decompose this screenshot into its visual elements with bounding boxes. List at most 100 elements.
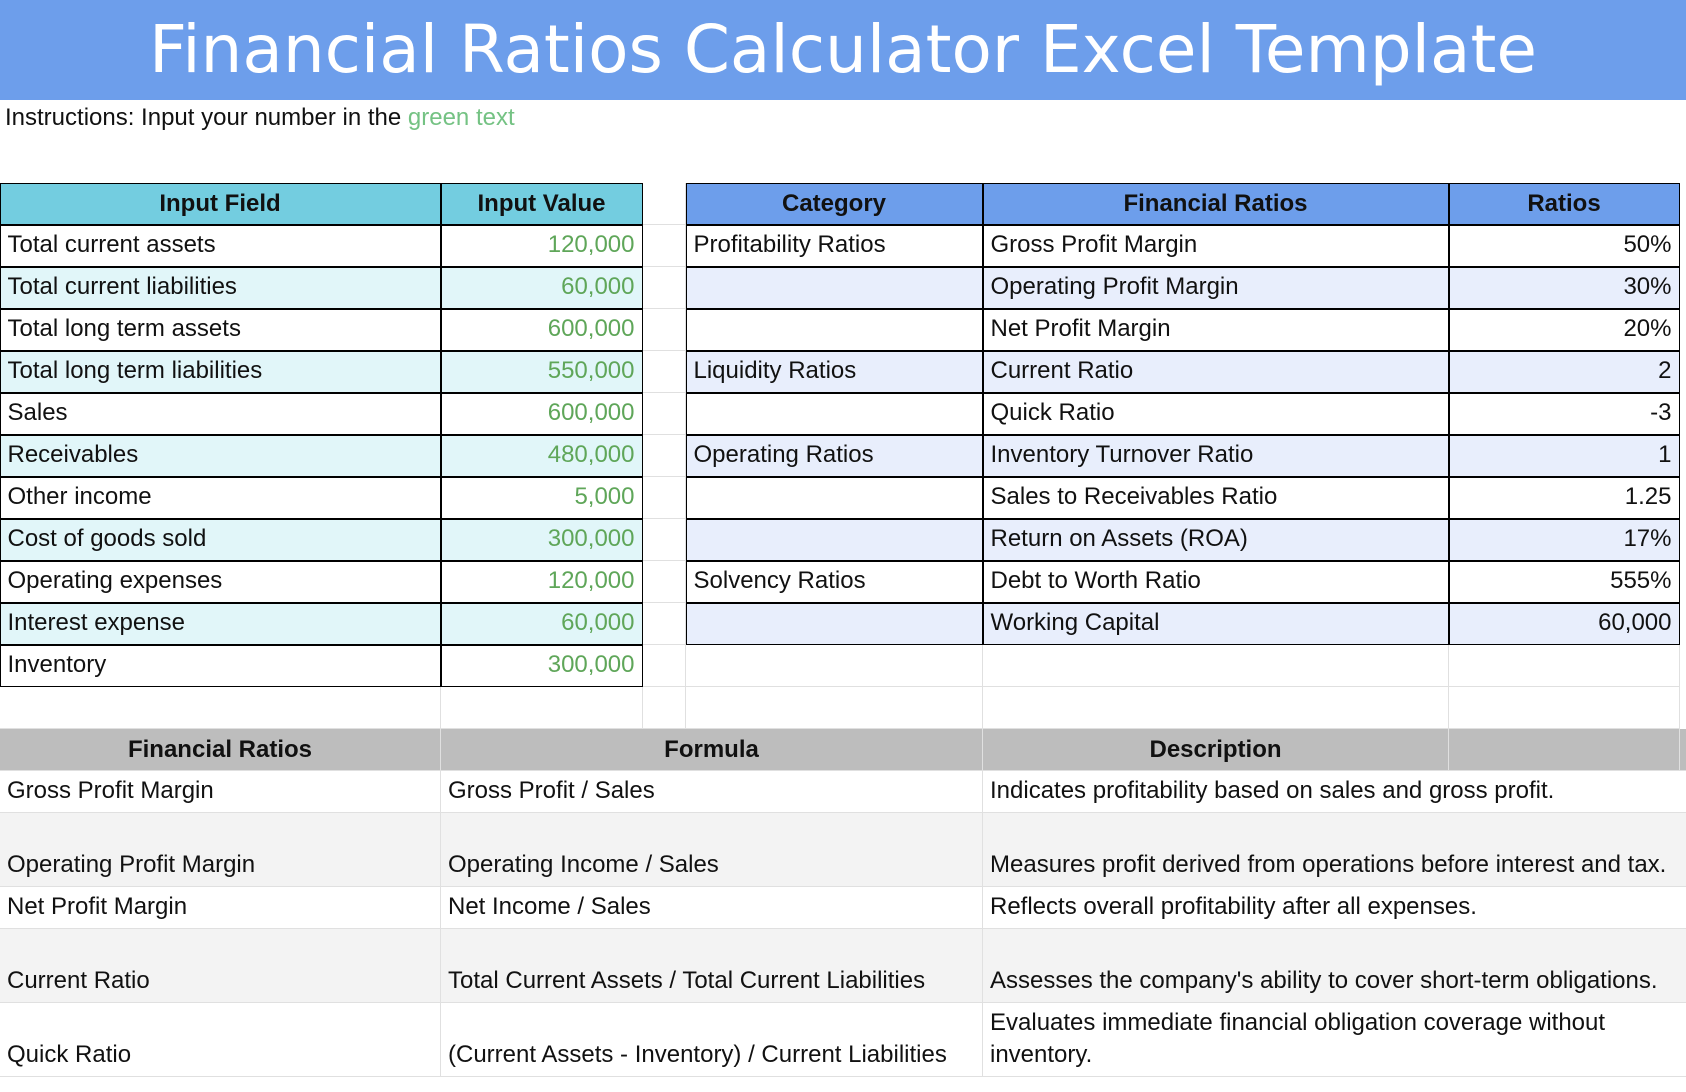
cell: 60,000: [440, 266, 643, 309]
cell: Other income: [0, 476, 441, 519]
cell: [643, 225, 686, 267]
cell: [685, 308, 983, 351]
cell: [685, 266, 983, 309]
cell: Solvency Ratios: [685, 560, 983, 603]
cell: Assesses the company's ability to cover …: [983, 929, 1686, 1003]
cell: Input Field: [0, 182, 441, 225]
cell: Gross Profit / Sales: [441, 771, 983, 813]
cell: Description: [983, 729, 1449, 771]
cell: [643, 309, 686, 351]
cell: Total long term liabilities: [0, 350, 441, 393]
cell: Sales: [0, 392, 441, 435]
cell: Operating Ratios: [685, 434, 983, 477]
cell: [643, 477, 686, 519]
cell: Cost of goods sold: [0, 518, 441, 561]
cell: 2: [1448, 350, 1680, 393]
cell: Inventory: [0, 644, 441, 687]
cell: Inventory Turnover Ratio: [982, 434, 1449, 477]
cell: [685, 476, 983, 519]
cell: [1449, 645, 1680, 687]
cell: 50%: [1448, 224, 1680, 267]
cell: [685, 602, 983, 645]
cell: Gross Profit Margin: [982, 224, 1449, 267]
cell: Formula: [441, 729, 983, 771]
cell: [441, 687, 643, 729]
cell: Operating Profit Margin: [0, 813, 441, 887]
cell: [686, 687, 983, 729]
cell: (Current Assets - Inventory) / Current L…: [441, 1003, 983, 1077]
cell: 60,000: [440, 602, 643, 645]
cell: 30%: [1448, 266, 1680, 309]
cell: Financial Ratios: [982, 182, 1449, 225]
cell: [643, 687, 686, 729]
cell: 550,000: [440, 350, 643, 393]
cell: -3: [1448, 392, 1680, 435]
cell: [983, 645, 1449, 687]
cell: [643, 435, 686, 477]
cell: Quick Ratio: [0, 1003, 441, 1077]
cell: [643, 393, 686, 435]
cell: 120,000: [440, 560, 643, 603]
cell: Quick Ratio: [982, 392, 1449, 435]
cell: Net Income / Sales: [441, 887, 983, 929]
cell: Current Ratio: [0, 929, 441, 1003]
cell: 120,000: [440, 224, 643, 267]
cell: Gross Profit Margin: [0, 771, 441, 813]
cell: 300,000: [440, 644, 643, 687]
cell: Measures profit derived from operations …: [983, 813, 1686, 887]
cell: Total current liabilities: [0, 266, 441, 309]
cell: Operating Income / Sales: [441, 813, 983, 887]
instructions: Instructions: Input your number in the g…: [5, 104, 515, 132]
cell: [643, 519, 686, 561]
cell: [983, 687, 1449, 729]
cell: Operating Profit Margin: [982, 266, 1449, 309]
cell: [685, 392, 983, 435]
cell: [685, 518, 983, 561]
cell: Ratios: [1448, 182, 1680, 225]
cell: Indicates profitability based on sales a…: [983, 771, 1686, 813]
cell: Return on Assets (ROA): [982, 518, 1449, 561]
cell: Interest expense: [0, 602, 441, 645]
cell: [643, 267, 686, 309]
cell: 5,000: [440, 476, 643, 519]
cell: 600,000: [440, 392, 643, 435]
instruction-highlight: green text: [407, 104, 515, 131]
cell: 300,000: [440, 518, 643, 561]
cell: Category: [685, 182, 983, 225]
cell: Profitability Ratios: [685, 224, 983, 267]
cell: Reflects overall profitability after all…: [983, 887, 1686, 929]
cell: [643, 351, 686, 393]
cell: Net Profit Margin: [0, 887, 441, 929]
cell: Liquidity Ratios: [685, 350, 983, 393]
cell: [1449, 687, 1680, 729]
cell: Financial Ratios: [0, 729, 441, 771]
cell: Net Profit Margin: [982, 308, 1449, 351]
cell: [0, 687, 441, 729]
cell: [643, 561, 686, 603]
cell: [686, 645, 983, 687]
cell: Evaluates immediate financial obligation…: [983, 1003, 1686, 1077]
cell: Sales to Receivables Ratio: [982, 476, 1449, 519]
cell: Operating expenses: [0, 560, 441, 603]
cell: 600,000: [440, 308, 643, 351]
instruction-text: Instructions: Input your number in the: [5, 104, 402, 131]
title-bar: Financial Ratios Calculator Excel Templa…: [0, 0, 1686, 100]
cell: 1.25: [1448, 476, 1680, 519]
cell: 1: [1448, 434, 1680, 477]
cell: [1680, 729, 1686, 771]
cell: Current Ratio: [982, 350, 1449, 393]
cell: Working Capital: [982, 602, 1449, 645]
cell: Total long term assets: [0, 308, 441, 351]
cell: [643, 645, 686, 687]
cell: [1449, 729, 1680, 771]
cell: Total Current Assets / Total Current Lia…: [441, 929, 983, 1003]
cell: Input Value: [440, 182, 643, 225]
cell: Receivables: [0, 434, 441, 477]
cell: Total current assets: [0, 224, 441, 267]
cell: 20%: [1448, 308, 1680, 351]
cell: 17%: [1448, 518, 1680, 561]
cell: 60,000: [1448, 602, 1680, 645]
cell: 480,000: [440, 434, 643, 477]
cell: Debt to Worth Ratio: [982, 560, 1449, 603]
